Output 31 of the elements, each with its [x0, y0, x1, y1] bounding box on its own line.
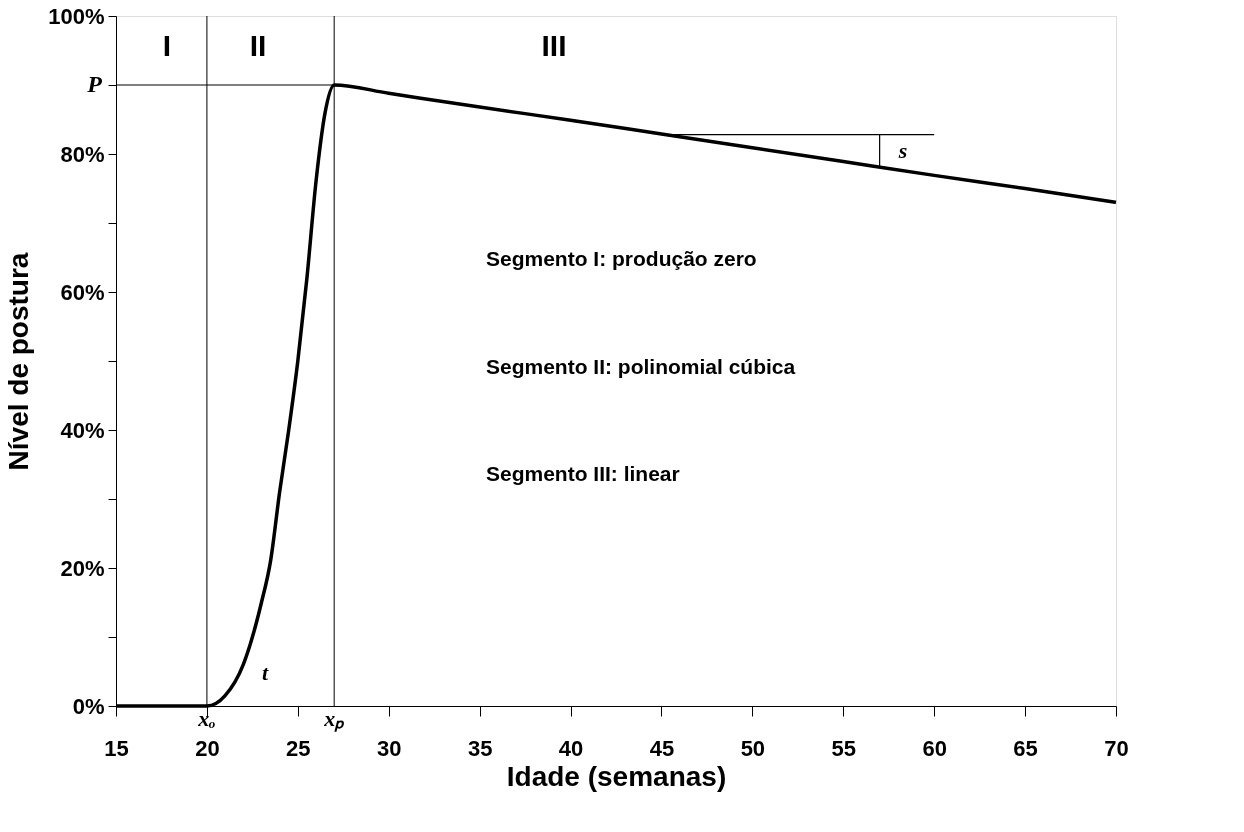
y-tick-label: 0%: [72, 693, 105, 719]
annotation: xₒ: [197, 706, 216, 731]
annotation: II: [249, 29, 267, 63]
y-tick-label: 20%: [60, 555, 105, 581]
annotation: xₚ: [323, 706, 346, 732]
x-tick-label: 40: [558, 735, 584, 761]
y-tick-label: 100%: [48, 3, 105, 29]
annotation: Segmento III: linear: [486, 461, 680, 485]
x-tick-label: 55: [831, 735, 857, 761]
y-tick-label: 40%: [60, 417, 105, 443]
y-tick-label: 80%: [60, 141, 105, 167]
x-tick-label: 35: [467, 735, 493, 761]
ref-line-label: P: [86, 71, 103, 97]
x-tick-label: 25: [286, 735, 311, 761]
x-tick-label: 45: [649, 735, 675, 761]
x-axis-title: Idade (semanas): [506, 760, 727, 792]
x-tick-label: 65: [1013, 735, 1038, 761]
y-tick-label: 60%: [60, 279, 105, 305]
x-tick-label: 30: [376, 735, 402, 761]
annotation: Segmento I: produção zero: [486, 246, 757, 270]
x-tick-label: 15: [104, 735, 129, 761]
annotation: Segmento II: polinomial cúbica: [486, 354, 796, 378]
annotation: s: [897, 138, 908, 164]
annotation: III: [541, 29, 567, 63]
y-axis-title: Nível de postura: [3, 252, 35, 471]
x-tick-label: 70: [1104, 735, 1129, 761]
annotation: t: [261, 659, 269, 685]
x-tick-label: 20: [195, 735, 220, 761]
annotation: I: [162, 29, 172, 63]
x-tick-label: 60: [922, 735, 947, 761]
x-tick-label: 50: [740, 735, 766, 761]
